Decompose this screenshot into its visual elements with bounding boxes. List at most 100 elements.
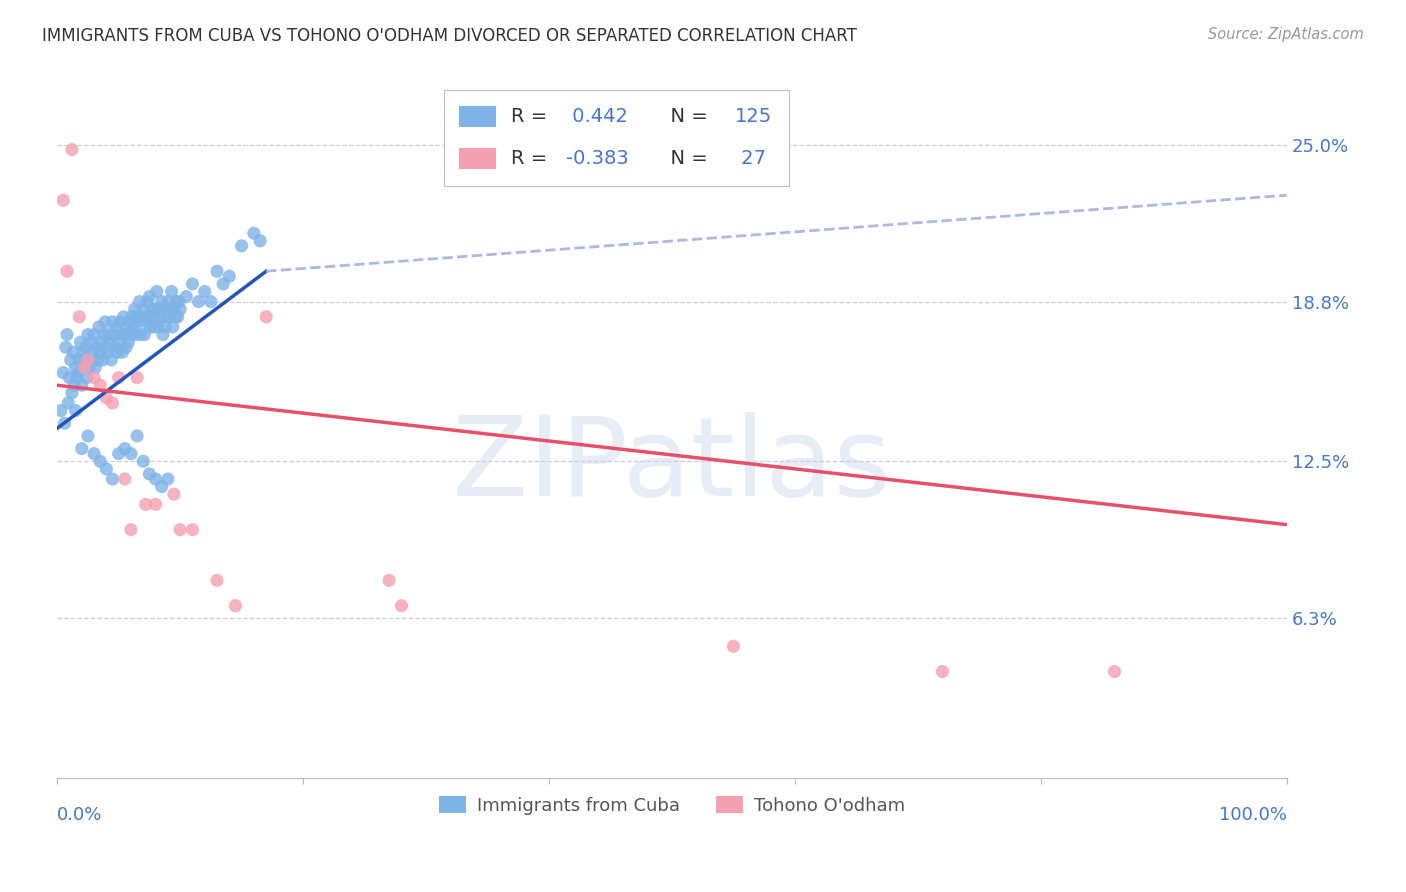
Point [162, 320, 184, 334]
Text: 0.0%: 0.0% [58, 806, 103, 824]
Point [86, 340, 108, 354]
Point [150, 480, 173, 494]
Point [65, 360, 87, 375]
Point [94, 315, 117, 329]
Point [127, 310, 149, 324]
Point [205, 574, 228, 588]
Point [72, 345, 94, 359]
FancyBboxPatch shape [444, 90, 789, 186]
Point [165, 310, 187, 324]
Point [93, 327, 115, 342]
Point [56, 327, 79, 342]
Point [212, 277, 235, 291]
Point [117, 335, 139, 350]
Point [181, 277, 204, 291]
Point [98, 335, 121, 350]
Text: 100.0%: 100.0% [1219, 806, 1286, 824]
Point [146, 285, 169, 299]
Point [101, 315, 124, 329]
Point [143, 320, 166, 334]
Point [97, 327, 120, 342]
Point [155, 320, 177, 334]
Point [723, 639, 745, 653]
Point [65, 403, 87, 417]
Text: 125: 125 [735, 107, 772, 126]
Point [931, 665, 953, 679]
Point [87, 352, 110, 367]
Point [82, 345, 104, 359]
Point [115, 340, 138, 354]
Point [83, 327, 105, 342]
Point [70, 442, 93, 456]
Point [163, 487, 186, 501]
Point [67, 366, 90, 380]
Point [76, 370, 98, 384]
Point [231, 239, 253, 253]
Point [249, 234, 271, 248]
Point [83, 370, 105, 384]
Point [121, 310, 143, 324]
Point [114, 327, 136, 342]
Point [90, 335, 112, 350]
Point [378, 574, 401, 588]
Point [1104, 665, 1126, 679]
Point [67, 352, 90, 367]
Point [148, 302, 170, 317]
Point [89, 454, 111, 468]
Point [205, 264, 228, 278]
Point [160, 285, 183, 299]
Point [77, 352, 100, 367]
Point [136, 294, 159, 309]
Point [56, 264, 79, 278]
Point [67, 310, 90, 324]
Point [174, 289, 197, 303]
Point [127, 370, 149, 384]
Text: 27: 27 [735, 149, 766, 169]
Text: IMMIGRANTS FROM CUBA VS TOHONO O'ODHAM DIVORCED OR SEPARATED CORRELATION CHART: IMMIGRANTS FROM CUBA VS TOHONO O'ODHAM D… [42, 27, 858, 45]
FancyBboxPatch shape [460, 148, 496, 169]
Point [49, 403, 72, 417]
Point [101, 472, 124, 486]
Point [62, 345, 84, 359]
Point [58, 396, 80, 410]
Point [135, 315, 157, 329]
Point [136, 310, 159, 324]
Point [169, 302, 191, 317]
Point [97, 345, 120, 359]
Point [107, 370, 129, 384]
Point [132, 302, 155, 317]
Point [118, 315, 141, 329]
Point [153, 310, 176, 324]
Point [125, 327, 148, 342]
Point [75, 340, 97, 354]
Point [145, 497, 167, 511]
Point [104, 340, 127, 354]
Point [131, 310, 153, 324]
Point [79, 352, 101, 367]
Point [58, 370, 80, 384]
Point [77, 429, 100, 443]
Point [107, 447, 129, 461]
Point [167, 294, 190, 309]
Point [187, 294, 209, 309]
Point [52, 366, 75, 380]
Point [145, 302, 167, 317]
Point [89, 345, 111, 359]
Point [149, 310, 172, 324]
Point [108, 315, 131, 329]
Point [128, 294, 150, 309]
Point [141, 302, 163, 317]
Point [254, 310, 277, 324]
Text: R =: R = [510, 149, 554, 169]
Point [218, 269, 240, 284]
Point [110, 327, 132, 342]
Point [66, 370, 89, 384]
Point [120, 327, 142, 342]
Point [73, 352, 96, 367]
Point [96, 462, 118, 476]
Point [112, 310, 135, 324]
Point [120, 523, 142, 537]
Point [83, 447, 105, 461]
Point [142, 310, 165, 324]
Point [194, 285, 217, 299]
